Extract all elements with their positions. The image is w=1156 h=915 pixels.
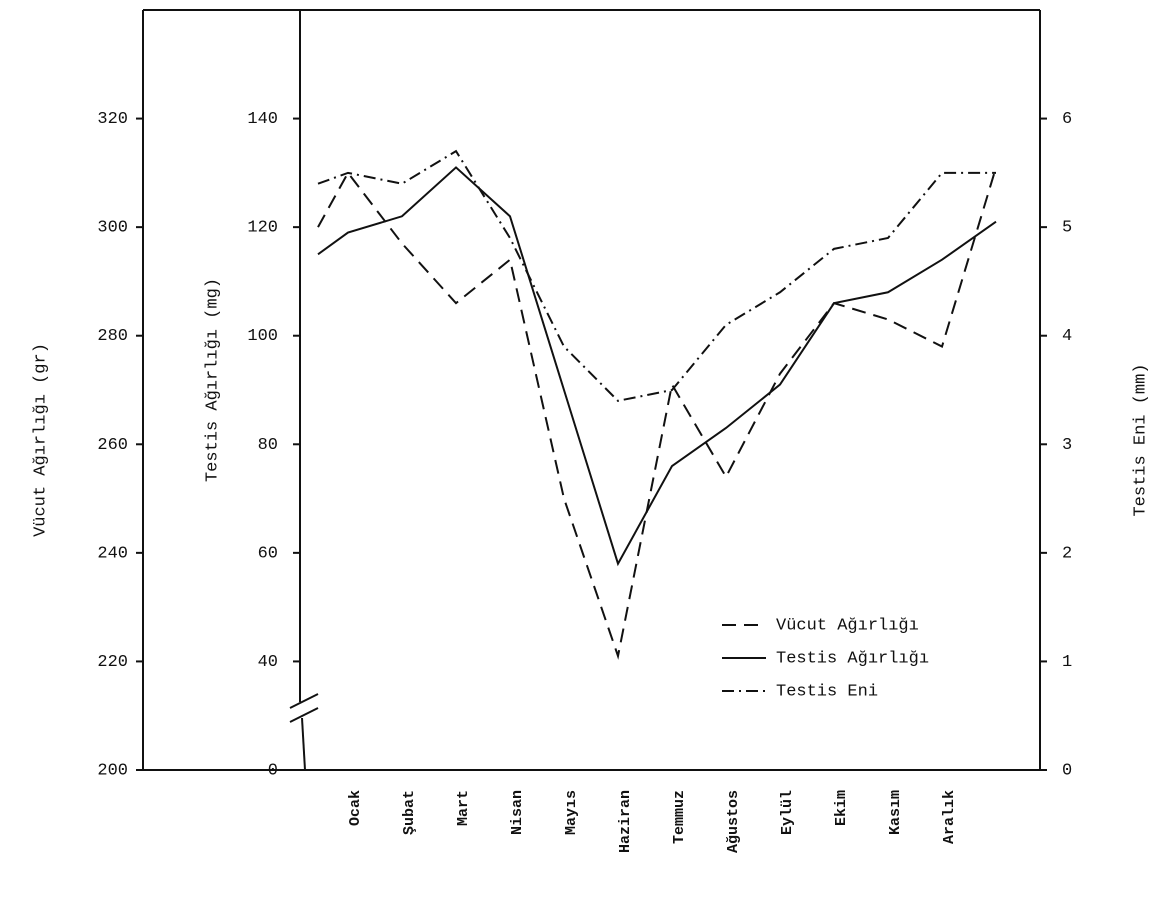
y-axis-title: Vücut Ağırlığı (gr)	[31, 343, 50, 537]
y-tick-label: 140	[247, 110, 278, 129]
y-tick-label: 3	[1062, 436, 1072, 455]
y-tick-label: 220	[97, 653, 128, 672]
y2-axis-title: Testis Ağırlığı (mg)	[203, 278, 222, 482]
series-line	[317, 166, 997, 567]
x-tick-label: Şubat	[401, 790, 418, 835]
y-tick-label: 120	[247, 219, 278, 238]
y-tick-label: 6	[1062, 110, 1072, 129]
y-tick-label: 80	[258, 436, 278, 455]
x-tick-label: Ekim	[833, 790, 850, 826]
series-line	[317, 167, 997, 660]
x-tick-label: Haziran	[617, 790, 634, 853]
y-tick-label: 200	[97, 761, 128, 780]
axis-break	[289, 707, 319, 723]
x-tick-label: Temmuz	[671, 790, 688, 844]
x-tick-label: Mart	[455, 790, 472, 826]
y-tick-label: 260	[97, 436, 128, 455]
x-tick-label: Nisan	[509, 790, 526, 835]
frame	[142, 9, 1041, 771]
legend-label: Testis Eni	[776, 682, 878, 701]
y-tick-label: 320	[97, 110, 128, 129]
y-tick-label: 240	[97, 544, 128, 563]
x-tick-label: Eylül	[779, 790, 796, 835]
legend-label: Testis Ağırlığı	[776, 649, 929, 668]
y-tick-label: 2	[1062, 544, 1072, 563]
y-tick-label: 1	[1062, 653, 1072, 672]
y-tick-label: 5	[1062, 219, 1072, 238]
y-tick-label: 100	[247, 327, 278, 346]
y-tick-label: 60	[258, 544, 278, 563]
x-tick-label: Ağustos	[725, 790, 742, 853]
x-tick-label: Mayıs	[563, 790, 580, 835]
y-tick-label: 40	[258, 653, 278, 672]
y-tick-label: 300	[97, 219, 128, 238]
y-tick-label: 0	[268, 761, 278, 780]
y-tick-label: 280	[97, 327, 128, 346]
inner-y-axis-lower	[301, 717, 306, 771]
y3-axis-title: Testis Eni (mm)	[1131, 363, 1150, 516]
series-line	[317, 149, 996, 402]
x-tick-label: Aralık	[941, 790, 958, 844]
axis-break	[289, 693, 319, 709]
y-tick-label: 4	[1062, 327, 1072, 346]
x-tick-label: Ocak	[347, 790, 364, 826]
y-tick-label: 0	[1062, 761, 1072, 780]
x-tick-label: Kasım	[887, 790, 904, 835]
legend-label: Vücut Ağırlığı	[776, 616, 919, 635]
